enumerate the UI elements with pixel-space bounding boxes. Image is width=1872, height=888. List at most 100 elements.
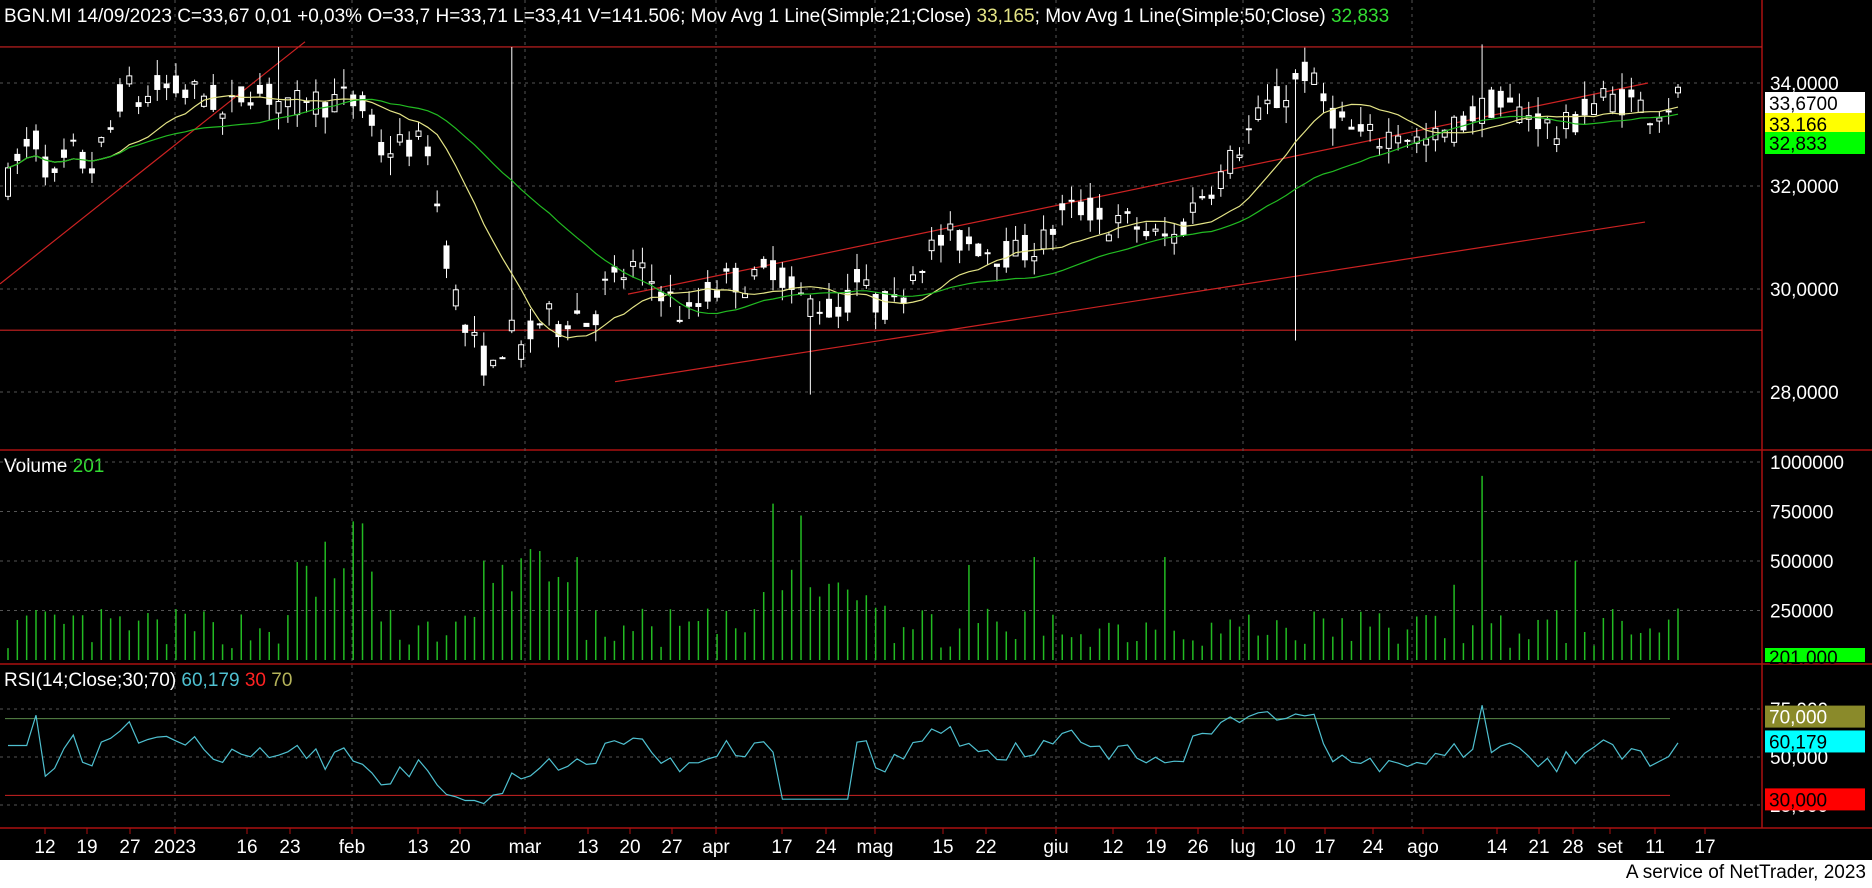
last-price-tag-bg bbox=[1765, 92, 1865, 114]
candle-body bbox=[639, 262, 646, 269]
candle-body bbox=[452, 289, 459, 307]
candle-body bbox=[1283, 100, 1290, 108]
candle-body bbox=[247, 102, 254, 106]
candle-body bbox=[1609, 93, 1616, 113]
candle-body bbox=[266, 83, 273, 105]
candle-body bbox=[1180, 221, 1187, 236]
candle-body bbox=[620, 277, 627, 281]
candle-body bbox=[760, 258, 767, 268]
candle-body bbox=[872, 294, 879, 313]
credit-text: A service of NetTrader, 2023 bbox=[1625, 862, 1866, 883]
candle-body bbox=[1152, 228, 1159, 232]
candle-body bbox=[23, 138, 30, 147]
ma21-value: 33,165 bbox=[977, 6, 1035, 27]
candle-body bbox=[676, 319, 683, 322]
rsi-value-tag-bg bbox=[1765, 730, 1865, 753]
price-axis-label: 30,0000 bbox=[1770, 280, 1839, 301]
candle-body bbox=[340, 86, 347, 89]
candle-body bbox=[1199, 196, 1206, 199]
candle-body bbox=[630, 261, 637, 267]
price-axis-label: 28,0000 bbox=[1770, 383, 1839, 404]
candle-body bbox=[1488, 89, 1495, 118]
candle-body bbox=[1292, 73, 1299, 80]
volume-tag-bg bbox=[1765, 648, 1865, 662]
candle-body bbox=[480, 345, 487, 376]
x-tick-label: feb bbox=[339, 837, 365, 858]
candle-body bbox=[154, 75, 161, 90]
separator: ; bbox=[680, 6, 691, 27]
ma21-price-tag: 33,166 bbox=[1769, 115, 1827, 136]
candle-body bbox=[853, 269, 860, 283]
candle-body bbox=[1619, 89, 1626, 116]
x-tick-label: apr bbox=[702, 837, 730, 858]
candle-body bbox=[546, 303, 553, 310]
x-tick-label: 24 bbox=[1362, 837, 1384, 858]
candle-body bbox=[387, 153, 394, 158]
candle-body bbox=[1600, 88, 1607, 98]
candle-body bbox=[881, 291, 888, 320]
candle-body bbox=[1516, 106, 1523, 124]
ma50-line bbox=[7, 98, 1679, 315]
x-tick-label: giu bbox=[1043, 837, 1068, 858]
candle-body bbox=[1553, 138, 1560, 145]
candle-body bbox=[238, 86, 245, 103]
candle-body bbox=[1059, 203, 1066, 211]
candle-body bbox=[1507, 97, 1514, 103]
candles bbox=[5, 44, 1681, 395]
candle-body bbox=[937, 234, 944, 246]
volume-axis-label: 750000 bbox=[1770, 503, 1833, 524]
candle-body bbox=[844, 289, 851, 313]
candle-body bbox=[816, 311, 823, 314]
candle-body bbox=[1591, 103, 1598, 115]
candle-body bbox=[779, 267, 786, 288]
candle-body bbox=[1357, 124, 1364, 132]
rsi-low-tag: 30,000 bbox=[1769, 790, 1827, 811]
x-tick-label: 20 bbox=[619, 837, 640, 858]
candle-body bbox=[1544, 119, 1551, 124]
rsi-low-tag-bg bbox=[1765, 788, 1865, 811]
candle-body bbox=[219, 113, 226, 119]
rsi-high-tag-bg bbox=[1765, 705, 1865, 728]
candle-body bbox=[191, 81, 198, 85]
candle-body bbox=[70, 139, 77, 142]
candle-body bbox=[51, 168, 58, 173]
candle-body bbox=[1665, 110, 1672, 113]
x-tick-label: ago bbox=[1407, 837, 1439, 858]
candle-body bbox=[1637, 99, 1644, 114]
candle-body bbox=[135, 102, 142, 107]
candle-body bbox=[424, 146, 431, 157]
ma50-label: Mov Avg 1 Line(Simple;50;Close) bbox=[1045, 6, 1331, 27]
candle-body bbox=[1581, 98, 1588, 116]
candle-body bbox=[434, 203, 441, 207]
candle-body bbox=[499, 357, 506, 360]
candle-body bbox=[1479, 97, 1486, 124]
price-axis-label: 32,0000 bbox=[1770, 177, 1839, 198]
candle-body bbox=[518, 344, 525, 360]
candle-body bbox=[331, 94, 338, 113]
candle-body bbox=[1497, 90, 1504, 108]
candle-body bbox=[770, 260, 777, 281]
candle-body bbox=[909, 274, 916, 281]
candle-body bbox=[1348, 126, 1355, 130]
candle-body bbox=[863, 279, 870, 286]
candle-body bbox=[583, 322, 590, 327]
x-tick-label: 27 bbox=[119, 837, 140, 858]
x-tick-label: mag bbox=[857, 837, 894, 858]
candle-body bbox=[714, 290, 721, 298]
candle-body bbox=[368, 114, 375, 126]
candle-body bbox=[1395, 135, 1402, 144]
x-tick-label: 2023 bbox=[154, 837, 196, 858]
x-tick-label: 11 bbox=[1645, 837, 1665, 858]
candle-body bbox=[60, 149, 67, 158]
candle-body bbox=[807, 298, 814, 317]
rsi-high-tag: 70,000 bbox=[1769, 708, 1827, 729]
candle-body bbox=[1441, 129, 1448, 138]
candle-body bbox=[5, 167, 11, 197]
candle-body bbox=[732, 267, 739, 293]
x-tick-label: 16 bbox=[236, 837, 257, 858]
candle-body bbox=[1563, 112, 1570, 130]
x-tick-label: 15 bbox=[932, 837, 953, 858]
candle-body bbox=[592, 314, 599, 326]
ma50-price-tag-bg bbox=[1765, 132, 1865, 154]
